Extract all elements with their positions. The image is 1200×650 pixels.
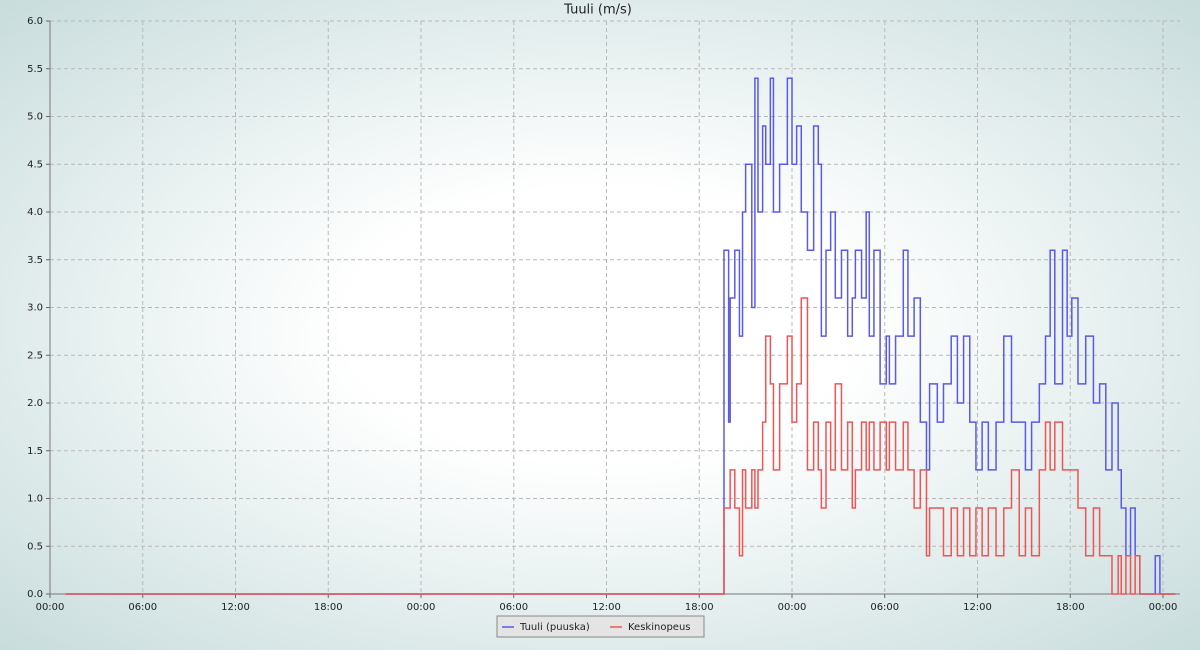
x-tick-label: 18:00 <box>314 602 343 613</box>
x-tick-label: 06:00 <box>128 602 157 613</box>
x-tick-label: 12:00 <box>592 602 621 613</box>
x-tick-label: 00:00 <box>36 602 65 613</box>
y-tick-label: 3.5 <box>27 255 43 266</box>
x-tick-label: 00:00 <box>778 602 807 613</box>
legend-label: Keskinopeus <box>628 622 691 633</box>
series-line <box>65 77 1176 595</box>
y-tick-label: 2.0 <box>27 398 43 409</box>
chart-title: Tuuli (m/s) <box>563 3 632 18</box>
y-tick-label: 6.0 <box>27 16 43 27</box>
y-tick-label: 5.0 <box>27 112 43 123</box>
x-tick-label: 00:00 <box>1149 602 1178 613</box>
x-tick-label: 12:00 <box>221 602 250 613</box>
y-tick-label: 1.0 <box>27 494 43 505</box>
y-tick-label: 3.0 <box>27 303 43 314</box>
x-tick-label: 12:00 <box>963 602 992 613</box>
legend-box <box>496 615 705 638</box>
x-tick-label: 18:00 <box>685 602 714 613</box>
y-tick-label: 4.5 <box>27 159 43 170</box>
y-tick-label: 0.0 <box>27 589 43 600</box>
legend-label: Tuuli (puuska) <box>519 622 590 633</box>
y-tick-label: 2.5 <box>27 350 43 361</box>
y-tick-label: 5.5 <box>27 64 43 75</box>
x-tick-label: 00:00 <box>407 602 436 613</box>
x-tick-label: 18:00 <box>1056 602 1085 613</box>
x-tick-label: 06:00 <box>870 602 899 613</box>
series-line <box>65 297 1176 595</box>
y-tick-label: 0.5 <box>27 541 43 552</box>
x-tick-label: 06:00 <box>499 602 528 613</box>
y-tick-label: 4.0 <box>27 207 43 218</box>
y-tick-label: 1.5 <box>27 446 43 457</box>
